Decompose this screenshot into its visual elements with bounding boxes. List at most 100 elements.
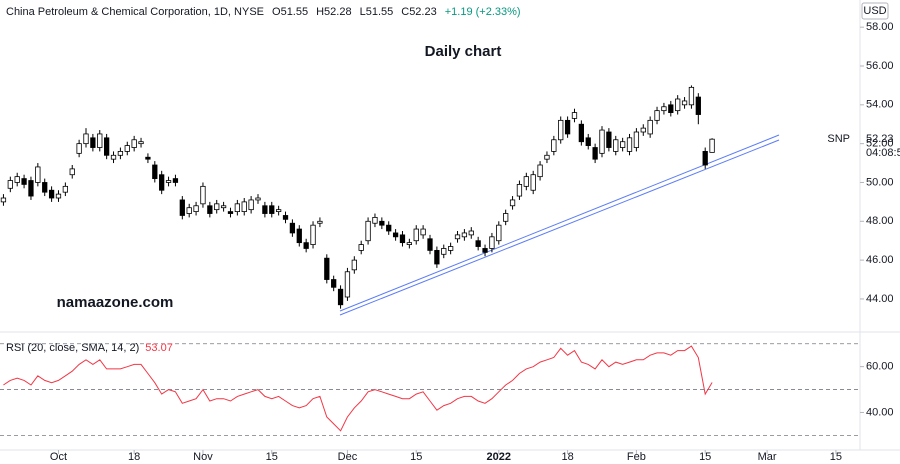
candle-body [406,242,412,245]
candle-body [83,133,89,145]
candle-body [35,166,41,183]
candle-body [620,141,626,148]
candle-body [585,137,591,146]
symbol-title: China Petroleum & Chemical Corporation, … [6,6,264,18]
candle-body [186,207,192,214]
candle-body [104,137,110,156]
x-tick-label: Nov [193,451,213,463]
candle-body [681,100,688,106]
candle-body [97,133,103,148]
candle-body [454,234,461,240]
candle-body [138,141,144,145]
candle-body [289,222,296,234]
candle-body [337,288,344,306]
last-price: 52.23 [866,133,894,145]
y-tick-label: 52.00 [866,138,894,150]
candle-body [571,112,578,119]
candle-body [668,104,674,113]
candle-body [241,201,247,212]
candle-body [358,244,364,251]
trendline [339,139,780,316]
candle-body [509,199,516,207]
candle-body [7,180,13,189]
candle-body [303,242,309,249]
x-tick-label: Mar [758,451,777,463]
legend: China Petroleum & Chemical Corporation, … [6,6,521,18]
candle-body [248,199,254,211]
candle-body [110,154,117,160]
symbol-label: SNP [827,133,850,145]
candle-body [165,180,172,183]
candle-body [427,238,433,251]
candle-body [179,199,185,216]
candle-body [28,180,34,197]
candle-body [14,176,20,183]
candle-body [62,185,68,193]
candle-body [420,228,426,236]
candle-body [42,182,48,193]
candle-body [544,154,550,160]
y-tick-label: 46.00 [866,254,894,266]
legend-value: H52.28 [316,6,351,18]
candle-body [695,96,701,115]
candle-body [475,240,481,247]
candle-body [331,279,337,288]
candle-body [606,131,612,148]
series-name: RSI (20, close, SMA, 14, 2) [6,342,139,354]
currency-box [861,2,889,20]
candle-body [675,98,681,112]
candle-body [516,184,523,197]
candle-body [234,203,240,212]
candle-body [317,220,323,224]
candle-body [523,176,529,187]
candle-body [372,217,378,224]
x-tick-label: 15 [699,451,711,463]
candle-body [647,119,653,135]
candle-body [578,123,584,143]
x-tick-label: Oct [50,451,67,463]
candle-body [227,211,234,214]
candle-body [193,205,199,212]
candle-body [220,205,227,209]
y-tick-label: 60.00 [866,361,894,373]
candle-body [324,257,330,280]
candle-body [76,143,82,154]
candle-body [262,205,268,214]
candle-body [276,209,282,212]
legend-value: C52.23 [401,6,436,18]
candle-body [434,250,440,265]
x-tick-label: 18 [561,451,573,463]
candle-body [117,151,124,156]
candle-body [55,193,62,199]
candle-body [172,178,179,183]
candle-body [489,236,495,249]
candle-body [152,164,158,179]
candle-body [21,178,27,185]
candle-body [468,230,474,236]
candle-body [392,232,399,238]
x-tick-label: 15 [266,451,278,463]
legend-value: L51.55 [360,6,394,18]
candle-body [200,185,206,205]
candle-body [282,215,289,220]
y-tick-label: 56.00 [866,60,894,72]
candle-body [441,248,447,255]
candle-body [365,220,371,242]
y-tick-label: 54.00 [866,99,894,111]
x-tick-label: 15 [830,451,842,463]
candle-body [0,197,7,203]
candle-body [626,137,633,152]
x-tick-label: 15 [410,451,422,463]
candle-body [310,224,316,245]
candle-body [537,164,543,178]
candle-body [661,106,667,112]
annotation: namaazone.com [57,294,174,311]
candle-body [351,259,357,271]
candle-body [688,86,695,106]
x-tick-label: 18 [128,451,140,463]
countdown: 04:08:57 [866,147,900,159]
y-tick-label: 50.00 [866,176,894,188]
candle-body [599,129,605,154]
